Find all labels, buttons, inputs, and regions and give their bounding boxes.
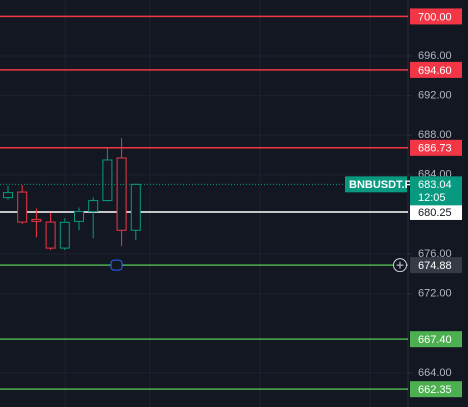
current-price-label: 683.04 [418, 179, 452, 191]
y-tick-label: 692.00 [418, 90, 452, 102]
price-label-box [410, 8, 462, 25]
symbol-label: BNBUSDT.P [349, 179, 412, 191]
y-tick-label: 676.00 [418, 248, 452, 260]
price-label: 667.40 [418, 334, 452, 346]
price-label: 686.73 [418, 143, 452, 155]
price-label-box [410, 331, 462, 348]
y-tick-label: 696.00 [418, 50, 452, 62]
countdown: 12:05 [418, 192, 446, 204]
candle-body [59, 221, 70, 249]
price-label: 680.25 [418, 207, 452, 219]
candle-body [88, 200, 99, 212]
candle-body [17, 191, 28, 223]
candle-body [45, 221, 56, 249]
price-label: 700.00 [418, 11, 452, 23]
y-tick-label: 688.00 [418, 129, 452, 141]
price-label-box [410, 257, 462, 274]
price-label-box [410, 203, 462, 220]
symbol-box [345, 176, 407, 193]
price-label-box [410, 61, 462, 78]
alert-marker [110, 259, 123, 271]
price-label-box [410, 381, 462, 398]
add-alert-plus [396, 261, 404, 269]
price-label-box [410, 139, 462, 156]
candle-body [74, 210, 84, 222]
y-tick-label: 664.00 [418, 367, 452, 379]
candle-body [31, 218, 42, 222]
candle-body [116, 157, 127, 231]
price-label: 662.35 [418, 384, 452, 396]
current-price-box [410, 176, 462, 206]
candle-body [102, 159, 113, 202]
y-tick-label: 672.00 [418, 288, 452, 300]
candle-body [3, 192, 13, 199]
price-label: 694.60 [418, 65, 452, 77]
price-label: 674.88 [418, 260, 452, 272]
candle-body [130, 183, 141, 231]
